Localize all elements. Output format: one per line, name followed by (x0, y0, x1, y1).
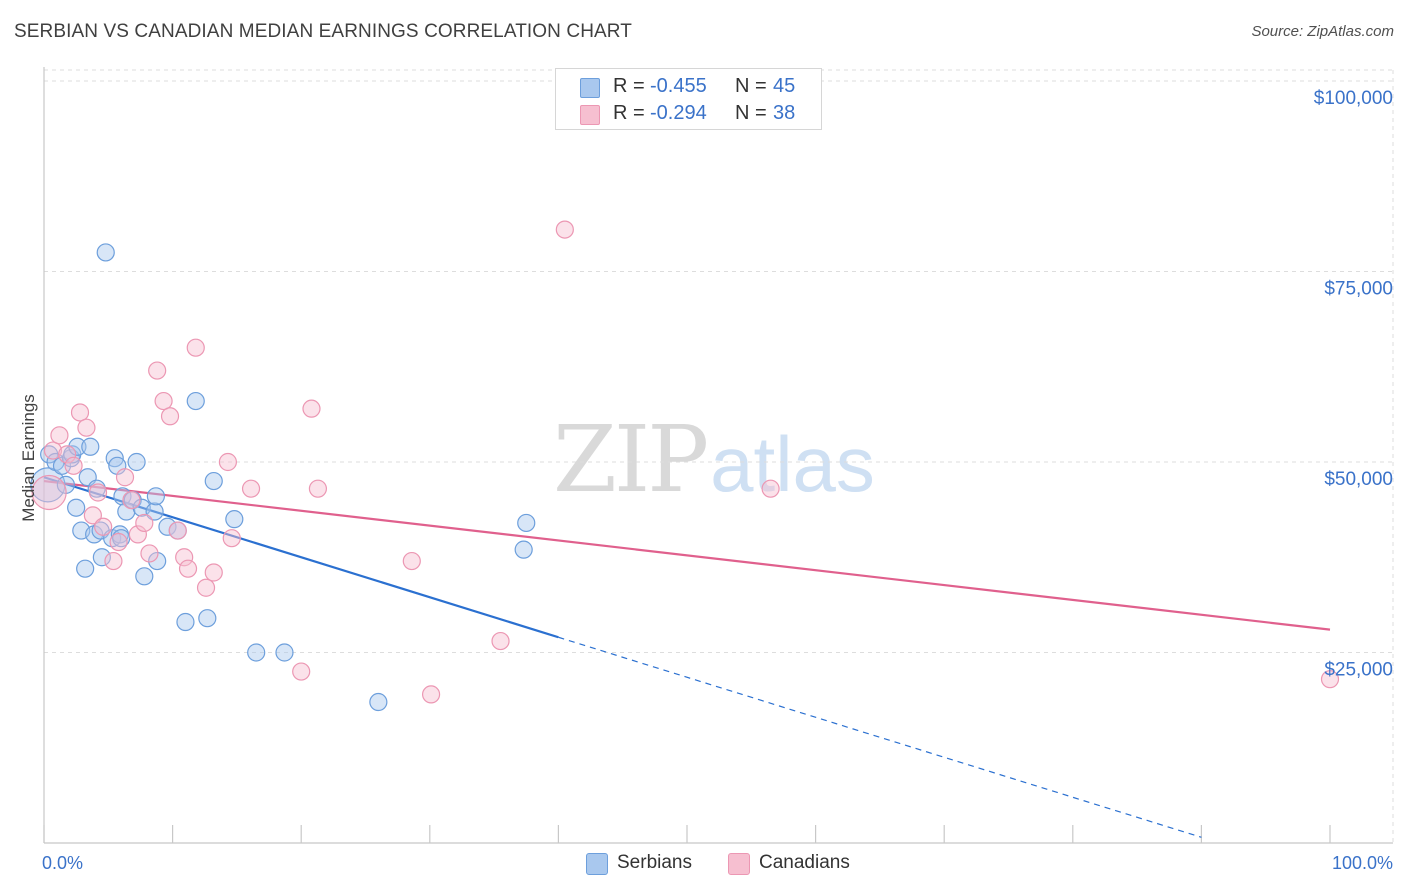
legend-r-label: R = (613, 102, 645, 124)
canadians-point (222, 529, 241, 548)
serbians-point (92, 548, 111, 567)
serbians-point (158, 517, 177, 536)
canadians-point (77, 418, 96, 437)
serbians-point (176, 612, 195, 632)
canadians-point (204, 563, 223, 582)
canadians-point (115, 468, 135, 487)
serbians-point (198, 609, 217, 628)
bottom-legend-label-serbians: Serbians (617, 852, 692, 873)
serbians-point (96, 243, 115, 262)
serbians-point (117, 502, 136, 521)
canadians-point (292, 662, 311, 681)
legend-n-value: 45 (773, 75, 796, 97)
serbians-point (127, 452, 146, 472)
y-axis-title: Median Earnings (19, 394, 38, 522)
y-tick-label: $100,000 (1314, 88, 1393, 109)
correlation-legend: R = -0.455 N = 45 R = -0.294 N = 38 (555, 68, 822, 130)
canadians-point (402, 551, 421, 571)
serbians-point (225, 510, 244, 529)
chart-title: SERBIAN VS CANADIAN MEDIAN EARNINGS CORR… (14, 21, 632, 42)
canadians-point (50, 426, 69, 445)
serbians-trend-extension (558, 636, 1202, 838)
canadians-point (43, 441, 63, 460)
canadians-trend-line (43, 479, 1331, 631)
legend-swatch-serbians (580, 78, 600, 98)
canadians-point (109, 532, 128, 552)
serbians-point (204, 471, 223, 491)
serbians-point (148, 551, 167, 571)
legend-r-value: -0.455 (650, 75, 707, 97)
canadians-point (178, 559, 198, 578)
canadians-point (104, 551, 123, 571)
legend-swatch-canadians (580, 105, 600, 125)
canadians-point (94, 517, 113, 536)
grid-layer (44, 69, 1394, 843)
serbians-point (76, 559, 95, 578)
serbians-point (81, 437, 100, 456)
canadians-point (64, 456, 83, 475)
serbians-point (68, 437, 87, 456)
serbians-point (369, 692, 388, 712)
canadians-point (491, 631, 510, 651)
canadians-point (241, 479, 261, 498)
serbians-point (514, 540, 533, 559)
point-layer (30, 220, 1340, 712)
canadians-point (1320, 670, 1340, 689)
canadians-point (122, 491, 141, 510)
label-layer: $25,000 $50,000 $75,000 $100,000 0.0% 100.0% M… (19, 88, 1393, 873)
canadians-point (88, 483, 108, 502)
canadians-point (58, 445, 77, 464)
bottom-legend-canadians: Canadians (728, 852, 868, 876)
bottom-legend-label-canadians: Canadians (759, 852, 850, 873)
canadians-point (421, 685, 441, 704)
canadians-point (140, 544, 159, 563)
canadians-point (761, 479, 780, 498)
legend-n-label: N = (735, 75, 767, 97)
y-tick-label: $25,000 (1324, 660, 1393, 681)
serbians-point (517, 513, 536, 533)
canadians-point (302, 399, 321, 418)
canadians-point (70, 403, 90, 422)
canadians-point (186, 338, 205, 357)
serbians-point (67, 498, 86, 517)
canadians-point (148, 361, 167, 380)
y-tick-label: $50,000 (1324, 469, 1393, 490)
canadians-point (128, 525, 147, 544)
bottom-legend-serbians: Serbians (586, 852, 706, 876)
serbians-point (146, 487, 165, 506)
canadians-point (308, 479, 328, 498)
bottom-legend-swatch-canadians (728, 853, 750, 875)
serbians-point (247, 643, 266, 662)
canadians-point (31, 474, 67, 511)
serbians-point (113, 487, 132, 506)
canadians-point (175, 548, 194, 567)
source-label: Source: ZipAtlas.com (1251, 23, 1394, 40)
legend-r-label: R = (613, 75, 645, 97)
canadians-point (218, 452, 237, 472)
bottom-legend-swatch-serbians (586, 853, 608, 875)
serbians-point (186, 391, 205, 411)
serbians-point (275, 643, 294, 662)
x-tick-label-max: 100.0% (1332, 853, 1393, 873)
x-tick-label-min: 0.0% (42, 853, 83, 873)
serbians-point (145, 502, 164, 521)
canadians-point (196, 578, 216, 597)
canadians-point (160, 407, 180, 426)
serbians-point (135, 567, 154, 586)
canadians-point (168, 521, 187, 540)
canadians-point (135, 513, 154, 533)
canadians-point (154, 391, 173, 411)
legend-r-value: -0.294 (650, 102, 707, 124)
axis-layer (43, 67, 1393, 844)
y-tick-label: $75,000 (1324, 279, 1393, 300)
legend-n-value: 38 (773, 102, 796, 124)
canadians-point (555, 220, 574, 239)
canadians-point (83, 506, 102, 525)
legend-n-label: N = (735, 102, 767, 124)
